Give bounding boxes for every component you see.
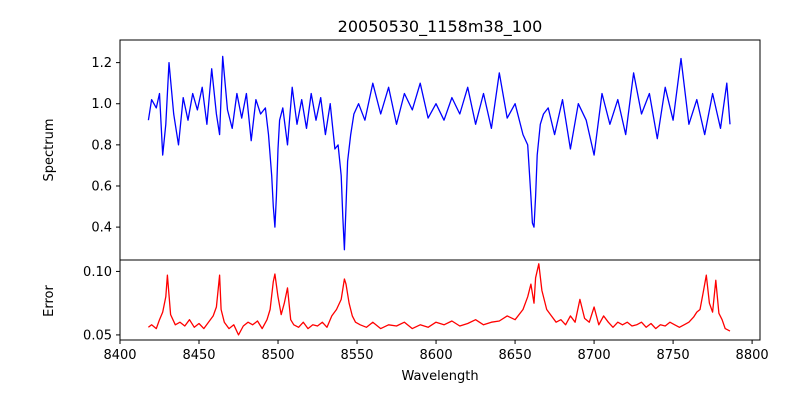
x-tick-label: 8700 <box>578 348 611 363</box>
error-y-tick-label: 0.10 <box>83 265 112 280</box>
error-y-tick-label: 0.05 <box>83 328 112 343</box>
spectrum-y-tick-label: 1.2 <box>91 56 112 71</box>
x-tick-label: 8650 <box>499 348 532 363</box>
x-tick-label: 8750 <box>657 348 690 363</box>
error-y-axis: 0.05 0.10 <box>83 265 120 343</box>
spectrum-plot-area <box>147 55 731 251</box>
spectrum-panel: 0.4 0.6 0.8 1.0 1.2 Spectrum <box>42 39 761 261</box>
spectrum-y-tick-label: 0.6 <box>91 179 112 194</box>
x-tick-label: 8450 <box>182 348 215 363</box>
spectrum-y-tick-label: 0.4 <box>91 221 112 236</box>
wavelength-x-axis: 8400 8450 8500 8550 8600 8650 8700 8750 8800 <box>103 340 769 363</box>
wavelength-x-axis-label: Wavelength <box>401 369 478 384</box>
x-tick-label: 8600 <box>420 348 453 363</box>
error-axes-frame <box>119 259 761 341</box>
x-tick-label: 8550 <box>340 348 373 363</box>
chart-title: 20050530_1158m38_100 <box>338 17 543 37</box>
error-y-axis-label: Error <box>42 285 57 317</box>
x-tick-label: 8800 <box>736 348 769 363</box>
spectrum-series-line <box>147 55 731 251</box>
x-tick-label: 8500 <box>261 348 294 363</box>
spectrum-y-tick-label: 1.0 <box>91 97 112 112</box>
spectrum-y-tick-label: 0.8 <box>91 138 112 153</box>
error-panel: 0.05 0.10 8400 8450 8500 8550 8600 8650 8700 875… <box>42 259 769 384</box>
spectrum-y-axis-label: Spectrum <box>42 119 57 182</box>
error-series-line <box>147 263 731 336</box>
x-tick-label: 8400 <box>103 348 136 363</box>
spectrum-y-axis: 0.4 0.6 0.8 1.0 1.2 <box>91 56 120 236</box>
error-plot-area <box>147 263 731 336</box>
